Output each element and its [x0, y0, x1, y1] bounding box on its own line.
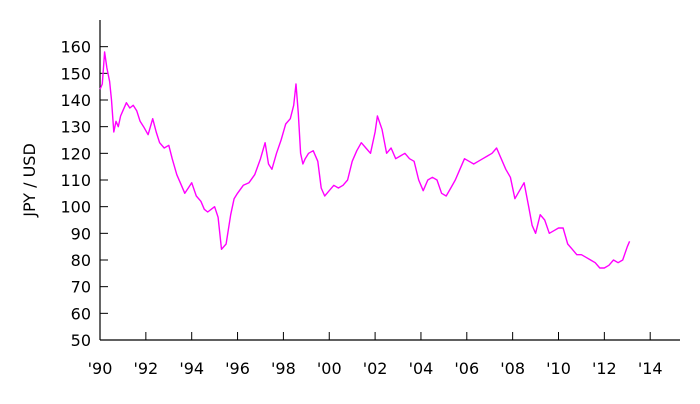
y-tick-label: 100: [60, 198, 91, 217]
x-tick-label: '04: [409, 359, 434, 378]
x-tick-label: '14: [638, 359, 663, 378]
x-tick-label: '96: [225, 359, 250, 378]
y-tick-label: 80: [71, 251, 91, 270]
y-axis-title: JPY / USD: [20, 143, 39, 218]
y-tick-label: 50: [71, 331, 91, 350]
y-tick-label: 150: [60, 64, 91, 83]
x-tick-label: '90: [88, 359, 113, 378]
series-group: [99, 51, 631, 269]
x-axis-ticks: '90 '92 '94 '96 '98 '00 '02 '04 '06 '08 '10 '12 '14: [88, 332, 663, 378]
series-line: [99, 51, 631, 269]
x-tick-label: '08: [500, 359, 525, 378]
y-tick-label: 120: [60, 144, 91, 163]
x-tick-label: '10: [546, 359, 571, 378]
y-tick-label: 90: [71, 224, 91, 243]
x-tick-label: '94: [179, 359, 204, 378]
y-tick-label: 160: [60, 38, 91, 57]
y-tick-label: 70: [71, 278, 91, 297]
x-tick-label: '98: [271, 359, 296, 378]
x-tick-label: '92: [133, 359, 158, 378]
y-tick-label: 140: [60, 91, 91, 110]
x-tick-label: '12: [592, 359, 617, 378]
y-tick-label: 130: [60, 118, 91, 137]
y-tick-label: 60: [71, 304, 91, 323]
x-tick-label: '02: [363, 359, 388, 378]
x-tick-label: '06: [454, 359, 479, 378]
y-axis-ticks: 50 60 70 80 90 100 110 120 130 140 150 160: [60, 38, 108, 350]
y-tick-label: 110: [60, 171, 91, 190]
x-tick-label: '00: [317, 359, 342, 378]
